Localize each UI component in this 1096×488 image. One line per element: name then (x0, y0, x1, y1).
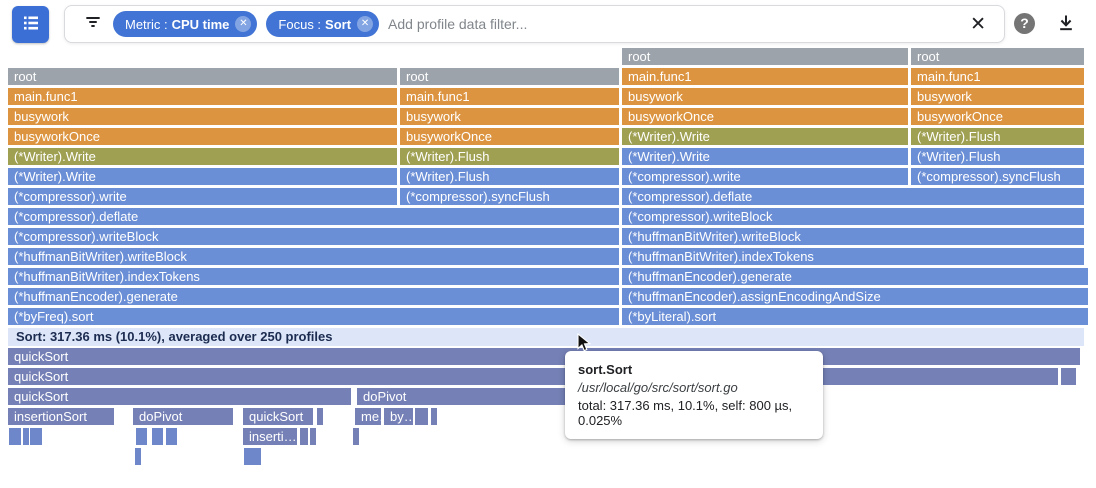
flame-bar-fragment[interactable] (317, 408, 323, 425)
flame-bar[interactable]: (*huffmanEncoder).generate (622, 268, 1088, 285)
list-icon (21, 13, 41, 36)
flame-bar[interactable]: (*compressor).write (622, 168, 908, 185)
flame-bar[interactable]: main.func1 (400, 88, 619, 105)
filter-chip-focus[interactable]: Focus : Sort ✕ (266, 11, 380, 37)
flame-bar-fragment[interactable] (300, 428, 308, 445)
flame-bar[interactable]: busyworkOnce (911, 108, 1084, 125)
flame-bar-fragment[interactable] (171, 428, 177, 445)
flame-bar[interactable]: busywork (622, 88, 908, 105)
flame-bar[interactable]: (*huffmanBitWriter).writeBlock (622, 228, 1084, 245)
tooltip-function-name: sort.Sort (578, 362, 633, 377)
chip-label: Focus : (278, 16, 322, 32)
flame-bar[interactable]: (*Writer).Write (8, 168, 397, 185)
flame-bar[interactable]: main.func1 (911, 68, 1084, 85)
flame-bar-fragment[interactable] (166, 428, 172, 445)
download-button[interactable] (1052, 10, 1080, 38)
flame-bar[interactable]: (*Writer).Flush (911, 148, 1084, 165)
chip-remove-icon[interactable]: ✕ (235, 16, 252, 32)
flame-bar[interactable]: (*byFreq).sort (8, 308, 619, 325)
download-icon (1056, 13, 1076, 36)
profile-list-button[interactable] (12, 6, 49, 43)
help-button[interactable]: ? (1014, 13, 1035, 34)
flame-bar[interactable]: (*compressor).write (8, 188, 397, 205)
clear-filters-icon[interactable]: ✕ (970, 13, 986, 35)
flame-bar[interactable]: (*Writer).Flush (400, 148, 619, 165)
filter-input[interactable] (388, 16, 971, 32)
flame-bar[interactable]: root (622, 48, 908, 65)
flame-bar[interactable]: busyworkOnce (8, 128, 397, 145)
flame-bar[interactable]: quickSort (8, 368, 1058, 385)
chip-label: Metric : (125, 16, 168, 32)
flame-bar[interactable]: (*byLiteral).sort (622, 308, 1088, 325)
flame-bar-fragment[interactable] (310, 428, 316, 445)
flame-bar-fragment[interactable] (23, 428, 29, 445)
flame-bar-fragment[interactable] (36, 428, 42, 445)
flame-bar[interactable]: (*Writer).Write (8, 148, 397, 165)
flame-bar[interactable]: quickSort (243, 408, 313, 425)
flame-bar[interactable]: inserti… (243, 428, 297, 445)
chip-value: CPU time (171, 16, 230, 32)
flame-bar[interactable]: busyworkOnce (622, 108, 908, 125)
flame-bar[interactable]: (*compressor).syncFlush (911, 168, 1084, 185)
flame-bar[interactable]: root (911, 48, 1084, 65)
flame-bar[interactable]: main.func1 (8, 88, 397, 105)
flame-bar[interactable]: (*compressor).deflate (8, 208, 619, 225)
flame-bar[interactable]: (*Writer).Write (622, 148, 908, 165)
flame-bar-fragment[interactable] (244, 448, 250, 465)
flame-bar[interactable]: (*huffmanBitWriter).indexTokens (622, 248, 1084, 265)
flame-bar[interactable]: main.func1 (622, 68, 908, 85)
flame-bar[interactable]: quickSort (8, 348, 1080, 365)
chip-value: Sort (325, 16, 352, 32)
toolbar: Metric : CPU time ✕ Focus : Sort ✕ ✕ ? (0, 0, 1096, 48)
flame-bar[interactable]: by… (384, 408, 413, 425)
flame-bar[interactable]: quickSort (8, 388, 351, 405)
flame-bar[interactable]: busyworkOnce (400, 128, 619, 145)
flame-bar[interactable]: (*huffmanEncoder).generate (8, 288, 619, 305)
flame-bar-fragment[interactable] (30, 428, 36, 445)
flame-bar-fragment[interactable] (152, 428, 163, 445)
flame-bar-fragment[interactable] (353, 428, 359, 445)
flame-bar[interactable]: (*compressor).deflate (622, 188, 1084, 205)
flame-bar[interactable]: doPivot (133, 408, 233, 425)
flame-bar[interactable]: busywork (8, 108, 397, 125)
flame-bar[interactable]: (*Writer).Write (622, 128, 908, 145)
flame-bar[interactable]: busywork (911, 88, 1084, 105)
flame-bar[interactable]: (*compressor).writeBlock (622, 208, 1084, 225)
flame-bar[interactable]: (*compressor).syncFlush (400, 188, 619, 205)
flame-bar-fragment[interactable] (1061, 368, 1076, 385)
flame-bar-fragment[interactable] (255, 448, 261, 465)
flame-bar-fragment[interactable] (135, 448, 141, 465)
flame-bar[interactable]: insertionSort (8, 408, 114, 425)
flame-bar-fragment[interactable] (431, 408, 437, 425)
chip-remove-icon[interactable]: ✕ (357, 16, 374, 32)
filter-bar[interactable]: Metric : CPU time ✕ Focus : Sort ✕ ✕ (64, 5, 1005, 43)
flame-bar[interactable]: (*compressor).writeBlock (8, 228, 619, 245)
flame-bar[interactable]: (*huffmanBitWriter).writeBlock (8, 248, 619, 265)
tooltip-source-path: /usr/local/go/src/sort/sort.go (578, 380, 738, 395)
flame-bar[interactable]: me… (355, 408, 381, 425)
tooltip-stats: total: 317.36 ms, 10.1%, self: 800 µs, 0… (578, 398, 793, 428)
flame-bar[interactable]: root (8, 68, 397, 85)
flame-bar[interactable]: (*huffmanBitWriter).indexTokens (8, 268, 619, 285)
flame-bar-fragment[interactable] (415, 408, 428, 425)
filter-chip-metric[interactable]: Metric : CPU time ✕ (113, 11, 258, 37)
flame-bar-fragment[interactable] (9, 428, 21, 445)
flame-bar[interactable]: (*huffmanEncoder).assignEncodingAndSize (622, 288, 1088, 305)
flame-bar[interactable]: busywork (400, 108, 619, 125)
selected-frame-summary-row[interactable]: Sort: 317.36 ms (10.1%), averaged over 2… (8, 328, 1084, 346)
flame-bar-fragment[interactable] (136, 428, 147, 445)
flame-bar[interactable]: root (400, 68, 619, 85)
flame-bar[interactable]: (*Writer).Flush (400, 168, 619, 185)
flame-bar[interactable]: (*Writer).Flush (911, 128, 1084, 145)
flame-bar-fragment[interactable] (250, 448, 256, 465)
frame-tooltip: sort.Sort /usr/local/go/src/sort/sort.go… (565, 351, 823, 439)
filter-icon (83, 12, 103, 37)
